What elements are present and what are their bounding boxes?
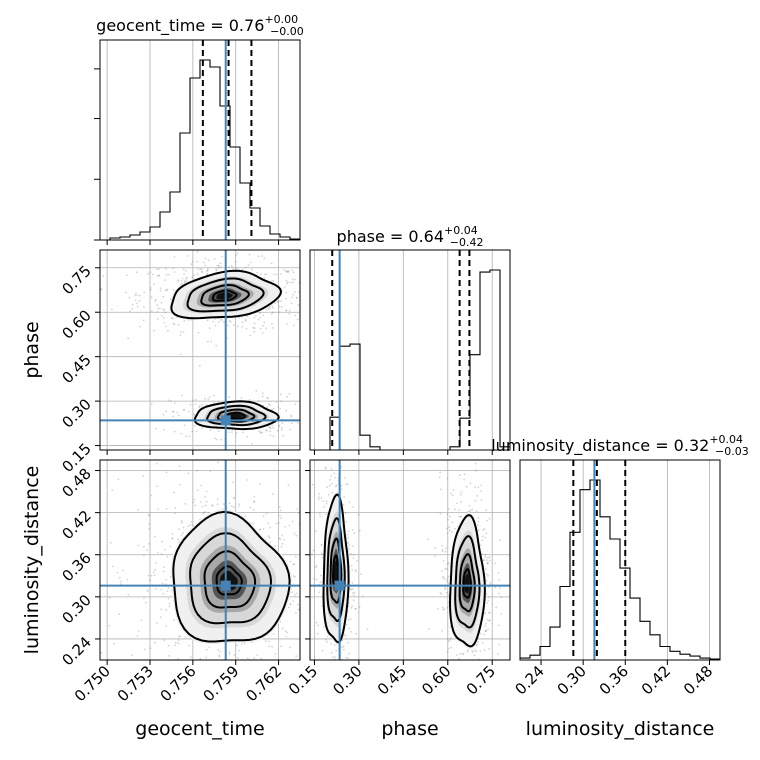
- ylabel-phase: phase: [21, 321, 43, 378]
- panel-luminosity-distance-vs-phase-truth-marker: [334, 580, 345, 591]
- hist-phase-frame: [309, 249, 511, 451]
- panel-luminosity-distance-vs-phase-density: [311, 460, 503, 660]
- xticklabel-geocent-time-0: 0.750: [71, 662, 114, 705]
- panel-luminosity-distance-vs-phase-contour-0-2: [329, 537, 343, 604]
- panel-luminosity-distance-vs-geocent-time-truth-marker: [220, 580, 231, 591]
- panel-luminosity-distance-vs-phase-contour-1-3: [462, 568, 472, 599]
- panel-luminosity-distance-vs-geocent-time-density: [100, 460, 300, 660]
- panel-phase-vs-geocent-time-contour-0-3: [211, 289, 238, 302]
- yticklabel-luminosity-distance-2: 0.36: [58, 549, 94, 585]
- hist-phase-steps: [310, 269, 510, 450]
- xticklabel-luminosity-distance-4: 0.48: [680, 662, 716, 698]
- xticklabel-phase-0: 0.15: [285, 662, 321, 698]
- panel-phase-vs-geocent-time-contour-0-1: [186, 277, 265, 313]
- xticklabel-geocent-time-2: 0.756: [157, 662, 200, 705]
- panel-luminosity-distance-vs-geocent-time-contour-0-0: [172, 510, 291, 643]
- xticklabel-phase-1: 0.30: [329, 662, 365, 698]
- ylabel-luminosity-distance: luminosity_distance: [21, 466, 43, 655]
- panel-luminosity-distance-vs-phase-contour-0-0: [322, 493, 350, 644]
- title-phase: phase = 0.64+0.04 −0.42: [337, 224, 484, 249]
- yticklabel-phase-1: 0.30: [58, 395, 94, 431]
- panel-luminosity-distance-vs-geocent-time-contour-0-1: [189, 532, 273, 625]
- yticklabel-phase-3: 0.60: [58, 306, 94, 342]
- xlabel-geocent-time: geocent_time: [135, 718, 264, 740]
- hist-geocent-time-frame: [99, 39, 301, 241]
- panel-phase-vs-geocent-time-truth-marker: [220, 415, 231, 426]
- panel-luminosity-distance-vs-phase-contour-1-0: [448, 514, 486, 648]
- panel-phase-vs-geocent-time-contour-0-0: [170, 269, 283, 320]
- panel-phase-vs-geocent-time-contour-1-1: [206, 404, 267, 427]
- xticklabel-geocent-time-3: 0.759: [199, 662, 242, 705]
- yticklabel-luminosity-distance-1: 0.30: [58, 591, 94, 627]
- hist-luminosity-distance-frame: [519, 459, 721, 661]
- panel-luminosity-distance-vs-phase-contour-1-2: [458, 552, 476, 613]
- panel-luminosity-distance-vs-geocent-time-contour-0-2: [203, 550, 257, 609]
- xticklabel-phase-2: 0.45: [374, 662, 410, 698]
- xlabel-luminosity-distance: luminosity_distance: [526, 718, 715, 740]
- hist-geocent-time-steps: [100, 59, 300, 240]
- panel-luminosity-distance-vs-geocent-time-frame: [99, 459, 301, 661]
- yticklabel-luminosity-distance-3: 0.42: [58, 507, 94, 543]
- panel-luminosity-distance-vs-phase-frame: [309, 459, 511, 661]
- yticklabel-phase-4: 0.75: [58, 262, 94, 298]
- xticklabel-phase-3: 0.60: [418, 662, 454, 698]
- xticklabel-luminosity-distance-0: 0.24: [512, 662, 548, 698]
- xticklabel-phase-4: 0.75: [463, 662, 499, 698]
- hist-luminosity-distance-steps: [520, 479, 720, 660]
- panel-phase-vs-geocent-time-frame: [99, 249, 301, 451]
- xlabel-phase: phase: [381, 718, 438, 740]
- panel-luminosity-distance-vs-phase-contour-1-1: [454, 535, 481, 629]
- title-geocent-time: geocent_time = 0.76+0.00 −0.00: [96, 13, 304, 38]
- yticklabel-luminosity-distance-0: 0.24: [58, 633, 94, 669]
- panel-phase-vs-geocent-time-density: [100, 250, 300, 445]
- xticklabel-geocent-time-4: 0.762: [242, 662, 285, 705]
- xticklabel-luminosity-distance-1: 0.30: [554, 662, 590, 698]
- title-luminosity-distance: luminosity_distance = 0.32+0.04 −0.03: [491, 433, 749, 458]
- panel-luminosity-distance-vs-geocent-time-contour-0-3: [215, 565, 243, 596]
- panel-phase-vs-geocent-time-contour-1-0: [193, 400, 280, 431]
- yticklabel-phase-2: 0.45: [58, 351, 94, 387]
- xticklabel-luminosity-distance-2: 0.36: [596, 662, 632, 698]
- panel-phase-vs-geocent-time-contour-0-2: [200, 283, 250, 307]
- xticklabel-geocent-time-1: 0.753: [114, 662, 157, 705]
- xticklabel-luminosity-distance-3: 0.42: [638, 662, 674, 698]
